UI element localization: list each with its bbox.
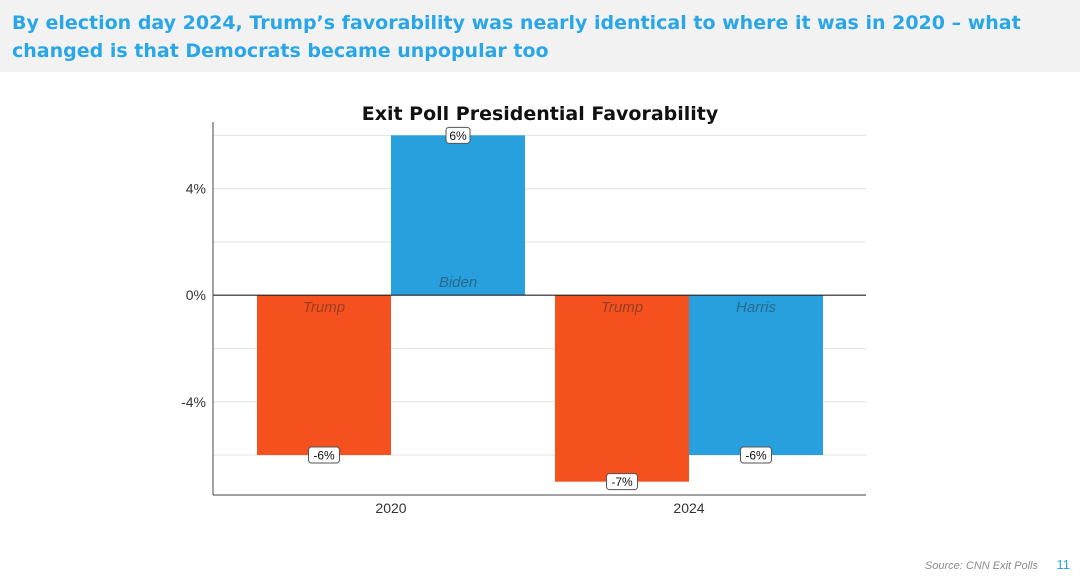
slide-header: By election day 2024, Trump’s favorabili… [0,0,1080,72]
source-note: Source: CNN Exit Polls [924,560,1038,572]
data-label: 6% [449,129,467,143]
bar-2020-biden [391,135,525,296]
data-label-box [606,473,638,491]
candidate-label-trump: Trump [601,299,643,316]
data-label: -6% [745,449,767,463]
page-number: 11 [1056,557,1071,572]
data-label: -6% [313,449,335,463]
candidate-label-biden: Biden [439,274,477,291]
x-tick-label: 2020 [375,500,406,516]
x-tick-label: 2024 [673,500,704,516]
candidate-label-trump: Trump [303,299,345,316]
bar-2020-trump [257,295,391,456]
candidate-label-harris: Harris [736,299,776,316]
bar-2024-harris [689,295,823,456]
data-label-box [445,126,471,144]
y-tick-label: 4% [186,181,206,197]
y-tick-label: 0% [186,287,206,303]
data-label: -7% [611,475,633,489]
data-label-box [740,446,772,464]
y-tick-label: -4% [181,394,206,410]
data-label-box [308,446,340,464]
chart-title: Exit Poll Presidential Favorability [362,103,719,125]
bar-2024-trump [555,295,689,482]
slide-headline: By election day 2024, Trump’s favorabili… [12,12,1021,62]
